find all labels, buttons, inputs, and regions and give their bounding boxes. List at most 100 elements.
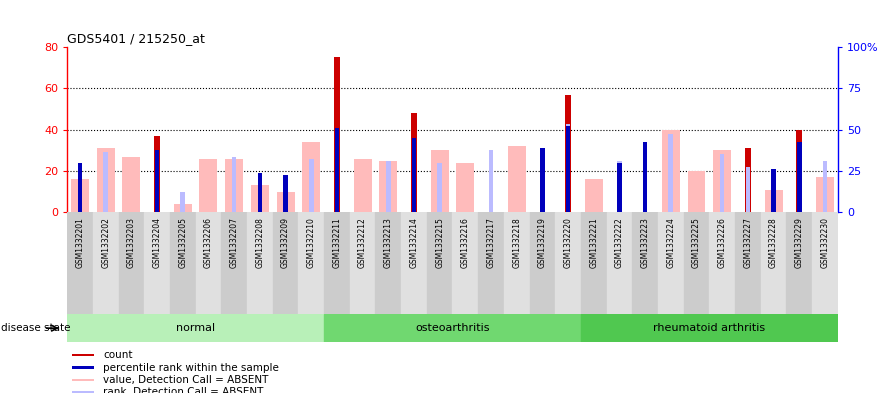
Bar (333, 57, 340, 212)
Bar (816, 177, 834, 212)
Text: GSM1332211: GSM1332211 (332, 217, 341, 268)
Text: GSM1332202: GSM1332202 (101, 217, 110, 268)
Text: GSM1332201: GSM1332201 (75, 217, 84, 268)
Bar (585, 179, 603, 212)
Bar (581, 314, 838, 342)
Text: GSM1332230: GSM1332230 (821, 217, 830, 268)
Bar (72, 366, 94, 369)
Text: GSM1332225: GSM1332225 (692, 217, 701, 268)
Text: GDS5401 / 215250_at: GDS5401 / 215250_at (67, 31, 205, 44)
Bar (302, 142, 320, 212)
Text: GSM1332203: GSM1332203 (127, 217, 136, 268)
Bar (687, 171, 705, 212)
Bar (272, 212, 298, 314)
Bar (662, 130, 680, 212)
Bar (78, 163, 82, 212)
Bar (354, 158, 372, 212)
Text: osteoarthritis: osteoarthritis (415, 323, 490, 333)
Text: GSM1332223: GSM1332223 (641, 217, 650, 268)
Bar (375, 212, 401, 314)
Bar (764, 189, 782, 212)
Bar (411, 138, 417, 212)
Text: count: count (103, 350, 133, 360)
Text: GSM1332205: GSM1332205 (178, 217, 187, 268)
Bar (642, 142, 648, 212)
Bar (170, 212, 195, 314)
Bar (508, 146, 526, 212)
Bar (437, 163, 442, 212)
Bar (426, 212, 452, 314)
Text: GSM1332207: GSM1332207 (229, 217, 238, 268)
Bar (72, 391, 94, 393)
Bar (67, 314, 324, 342)
Bar (123, 156, 141, 212)
Text: GSM1332216: GSM1332216 (461, 217, 470, 268)
Text: GSM1332218: GSM1332218 (513, 217, 521, 268)
Bar (668, 134, 673, 212)
Bar (154, 136, 160, 212)
Text: GSM1332204: GSM1332204 (152, 217, 161, 268)
Bar (658, 212, 684, 314)
Text: GSM1332208: GSM1332208 (255, 217, 264, 268)
Bar (277, 191, 295, 212)
Bar (565, 123, 571, 212)
Text: disease state: disease state (1, 323, 71, 333)
Bar (771, 181, 776, 212)
Bar (617, 161, 622, 212)
Bar (118, 212, 144, 314)
Bar (72, 378, 94, 381)
Bar (401, 212, 426, 314)
Bar (710, 212, 735, 314)
Bar (232, 156, 237, 212)
Bar (565, 126, 571, 212)
Bar (379, 161, 397, 212)
Bar (564, 95, 572, 212)
Bar (607, 212, 633, 314)
Text: GSM1332219: GSM1332219 (538, 217, 547, 268)
Bar (633, 212, 658, 314)
Text: GSM1332214: GSM1332214 (409, 217, 418, 268)
Bar (324, 212, 349, 314)
Text: value, Detection Call = ABSENT: value, Detection Call = ABSENT (103, 375, 269, 385)
Bar (200, 158, 218, 212)
Bar (174, 204, 192, 212)
Text: GSM1332226: GSM1332226 (718, 217, 727, 268)
Text: GSM1332228: GSM1332228 (769, 217, 778, 268)
Text: GSM1332229: GSM1332229 (795, 217, 804, 268)
Bar (431, 150, 449, 212)
Bar (478, 212, 504, 314)
Bar (761, 212, 787, 314)
Bar (410, 113, 418, 212)
Text: GSM1332212: GSM1332212 (358, 217, 367, 268)
Bar (812, 212, 838, 314)
Text: GSM1332209: GSM1332209 (281, 217, 290, 268)
Bar (456, 163, 474, 212)
Bar (225, 158, 243, 212)
Text: GSM1332220: GSM1332220 (564, 217, 573, 268)
Bar (251, 185, 269, 212)
Bar (155, 150, 159, 212)
Text: rank, Detection Call = ABSENT: rank, Detection Call = ABSENT (103, 387, 263, 393)
Bar (67, 212, 93, 314)
Bar (97, 148, 115, 212)
Text: GSM1332215: GSM1332215 (435, 217, 444, 268)
Text: GSM1332213: GSM1332213 (383, 217, 392, 268)
Bar (797, 156, 802, 212)
Text: GSM1332217: GSM1332217 (487, 217, 495, 268)
Bar (257, 173, 263, 212)
Bar (642, 154, 648, 212)
Text: normal: normal (177, 323, 215, 333)
Bar (386, 161, 391, 212)
Bar (298, 212, 324, 314)
Bar (787, 212, 812, 314)
Bar (180, 191, 185, 212)
Bar (78, 163, 82, 212)
Bar (144, 212, 170, 314)
Bar (530, 212, 556, 314)
Bar (504, 212, 530, 314)
Bar (745, 148, 751, 212)
Text: GSM1332206: GSM1332206 (204, 217, 213, 268)
Bar (713, 150, 731, 212)
Bar (556, 212, 581, 314)
Text: GSM1332227: GSM1332227 (744, 217, 753, 268)
